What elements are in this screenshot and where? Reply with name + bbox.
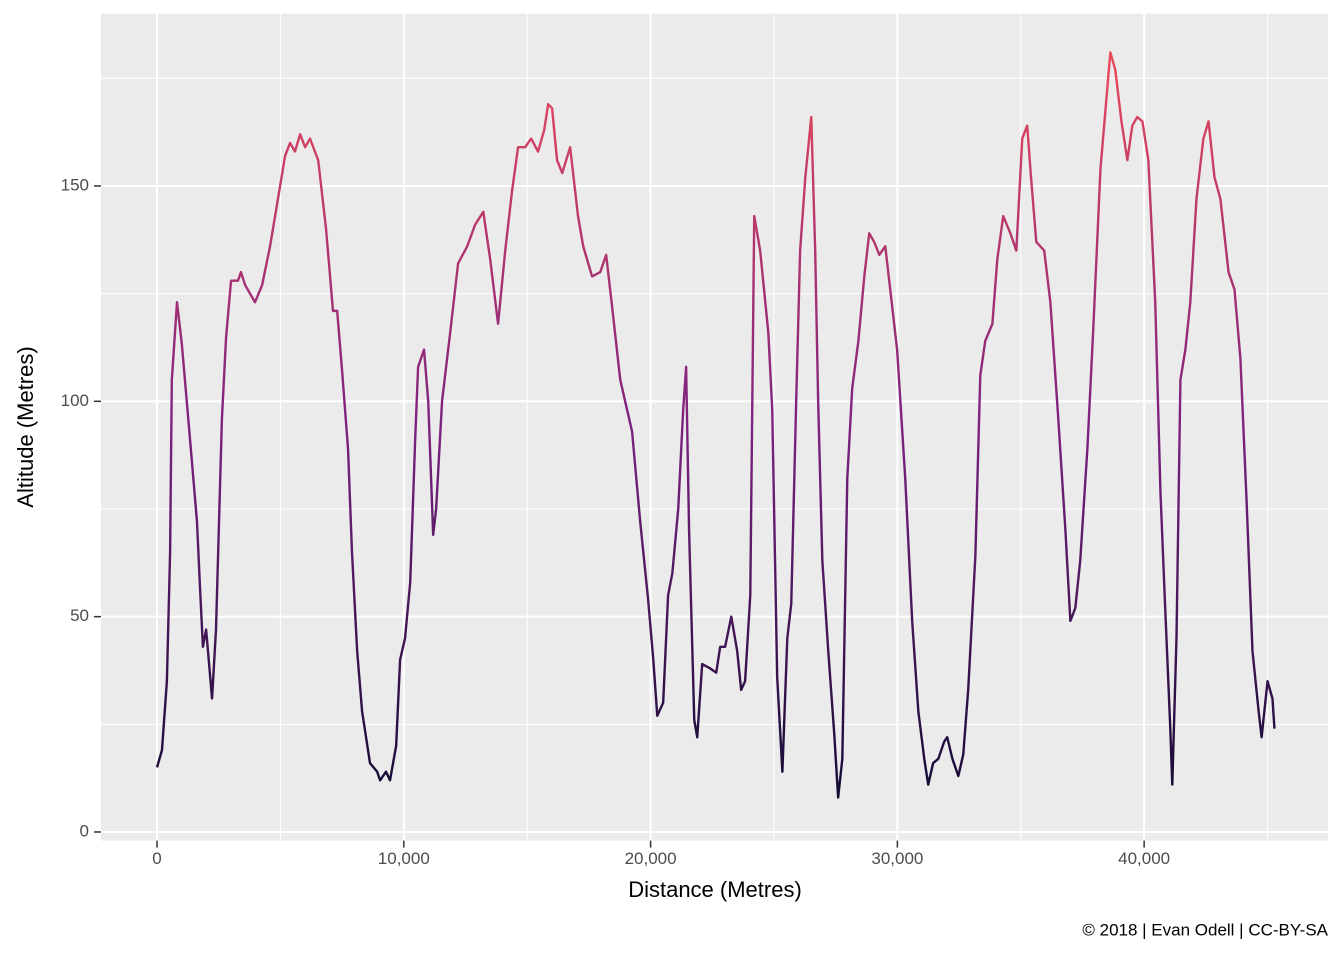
x-tick-label: 30,000: [871, 849, 923, 868]
x-tick-label: 40,000: [1118, 849, 1170, 868]
y-tick-label: 50: [70, 606, 89, 625]
altitude-line: [155, 51, 1276, 799]
x-tick-label: 0: [152, 849, 161, 868]
caption: © 2018 | Evan Odell | CC-BY-SA: [1082, 920, 1328, 939]
x-tick-label: 20,000: [625, 849, 677, 868]
y-tick-label: 0: [80, 821, 89, 840]
x-tick-label: 10,000: [378, 849, 430, 868]
y-axis-title: Altitude (Metres): [13, 346, 38, 507]
marks: [155, 51, 1276, 799]
x-axis-title: Distance (Metres): [628, 877, 802, 902]
plot-panel: [101, 13, 1328, 841]
y-tick-label: 100: [61, 391, 89, 410]
y-tick-label: 150: [61, 175, 89, 194]
